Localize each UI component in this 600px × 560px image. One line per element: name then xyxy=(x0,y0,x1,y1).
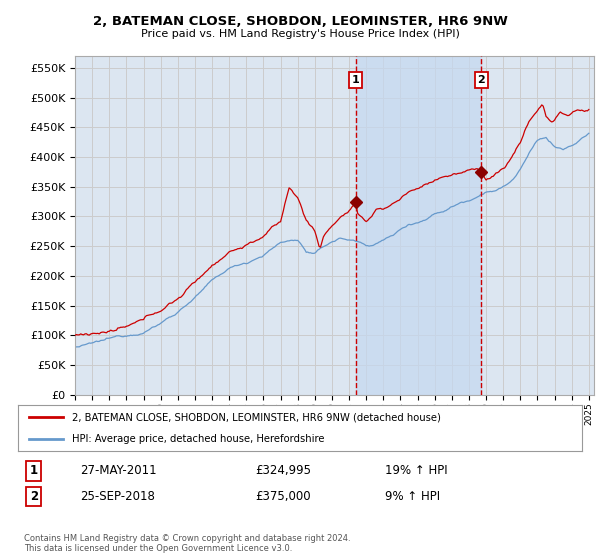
Text: £375,000: £375,000 xyxy=(255,490,311,503)
Text: 2, BATEMAN CLOSE, SHOBDON, LEOMINSTER, HR6 9NW: 2, BATEMAN CLOSE, SHOBDON, LEOMINSTER, H… xyxy=(92,15,508,27)
Text: 1: 1 xyxy=(30,464,38,478)
Text: Price paid vs. HM Land Registry's House Price Index (HPI): Price paid vs. HM Land Registry's House … xyxy=(140,29,460,39)
Text: Contains HM Land Registry data © Crown copyright and database right 2024.
This d: Contains HM Land Registry data © Crown c… xyxy=(24,534,350,553)
Text: HPI: Average price, detached house, Herefordshire: HPI: Average price, detached house, Here… xyxy=(71,435,324,444)
Text: 1: 1 xyxy=(352,75,359,85)
Text: 25-SEP-2018: 25-SEP-2018 xyxy=(80,490,155,503)
Text: 2: 2 xyxy=(478,75,485,85)
Text: 9% ↑ HPI: 9% ↑ HPI xyxy=(385,490,440,503)
Bar xyxy=(356,56,481,395)
Text: 19% ↑ HPI: 19% ↑ HPI xyxy=(385,464,447,478)
Text: 27-MAY-2011: 27-MAY-2011 xyxy=(80,464,157,478)
Text: £324,995: £324,995 xyxy=(255,464,311,478)
Text: 2, BATEMAN CLOSE, SHOBDON, LEOMINSTER, HR6 9NW (detached house): 2, BATEMAN CLOSE, SHOBDON, LEOMINSTER, H… xyxy=(71,412,440,422)
Text: 2: 2 xyxy=(30,490,38,503)
